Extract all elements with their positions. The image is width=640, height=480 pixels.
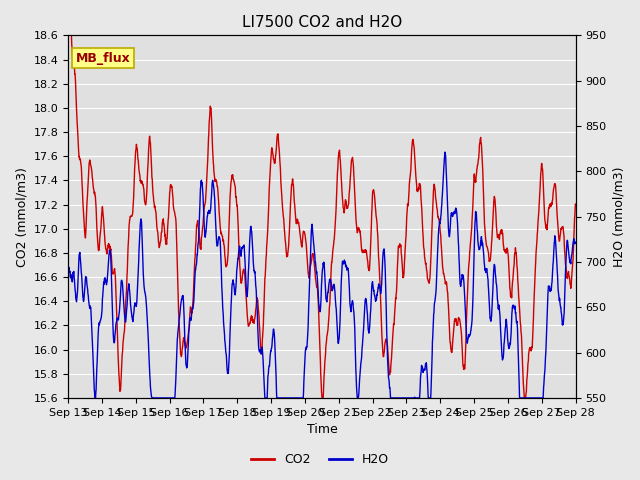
CO2 bbox=[319, 395, 326, 401]
Line: H2O: H2O bbox=[68, 152, 575, 398]
CO2 bbox=[64, 33, 72, 38]
CO2 bbox=[557, 227, 564, 233]
H2O bbox=[557, 311, 565, 317]
CO2 bbox=[572, 201, 579, 207]
Y-axis label: H2O (mmol/m3): H2O (mmol/m3) bbox=[612, 167, 625, 267]
CO2 bbox=[464, 278, 472, 284]
Legend: CO2, H2O: CO2, H2O bbox=[246, 448, 394, 471]
Title: LI7500 CO2 and H2O: LI7500 CO2 and H2O bbox=[242, 15, 402, 30]
Text: MB_flux: MB_flux bbox=[76, 52, 131, 65]
Line: CO2: CO2 bbox=[68, 36, 575, 398]
H2O bbox=[465, 335, 472, 340]
H2O bbox=[64, 266, 72, 272]
CO2 bbox=[311, 267, 319, 273]
H2O bbox=[441, 149, 449, 155]
H2O bbox=[572, 239, 579, 245]
CO2 bbox=[90, 189, 98, 195]
H2O bbox=[92, 395, 99, 401]
CO2 bbox=[298, 243, 305, 249]
H2O bbox=[90, 380, 98, 386]
CO2 bbox=[557, 226, 565, 231]
X-axis label: Time: Time bbox=[307, 423, 337, 436]
H2O bbox=[298, 395, 305, 401]
H2O bbox=[557, 309, 565, 315]
H2O bbox=[311, 260, 319, 265]
Y-axis label: CO2 (mmol/m3): CO2 (mmol/m3) bbox=[15, 167, 28, 266]
